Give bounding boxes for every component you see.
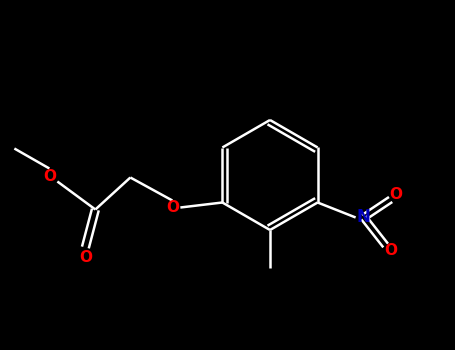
Text: O: O (43, 169, 56, 184)
Text: O: O (389, 187, 402, 202)
Text: O: O (384, 243, 397, 258)
Text: N: N (357, 209, 370, 226)
Text: O: O (166, 200, 179, 215)
Text: O: O (79, 250, 92, 265)
